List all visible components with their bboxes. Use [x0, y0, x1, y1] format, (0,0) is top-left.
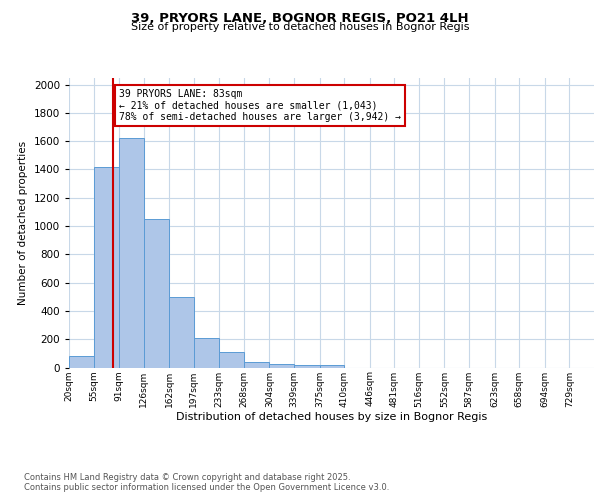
- Bar: [294, 364, 320, 368]
- Text: Size of property relative to detached houses in Bognor Regis: Size of property relative to detached ho…: [131, 22, 469, 32]
- Bar: [94, 166, 119, 368]
- Bar: [269, 364, 294, 368]
- Text: Contains public sector information licensed under the Open Government Licence v3: Contains public sector information licen…: [24, 484, 389, 492]
- Bar: [169, 297, 194, 368]
- Y-axis label: Number of detached properties: Number of detached properties: [18, 140, 28, 304]
- Bar: [220, 352, 244, 368]
- X-axis label: Distribution of detached houses by size in Bognor Regis: Distribution of detached houses by size …: [176, 412, 487, 422]
- Bar: [320, 364, 344, 368]
- Bar: [69, 356, 94, 368]
- Text: 39, PRYORS LANE, BOGNOR REGIS, PO21 4LH: 39, PRYORS LANE, BOGNOR REGIS, PO21 4LH: [131, 12, 469, 26]
- Text: Contains HM Land Registry data © Crown copyright and database right 2025.: Contains HM Land Registry data © Crown c…: [24, 472, 350, 482]
- Bar: [144, 219, 169, 368]
- Bar: [244, 362, 269, 368]
- Bar: [194, 338, 220, 368]
- Text: 39 PRYORS LANE: 83sqm
← 21% of detached houses are smaller (1,043)
78% of semi-d: 39 PRYORS LANE: 83sqm ← 21% of detached …: [119, 89, 401, 122]
- Bar: [119, 138, 144, 368]
